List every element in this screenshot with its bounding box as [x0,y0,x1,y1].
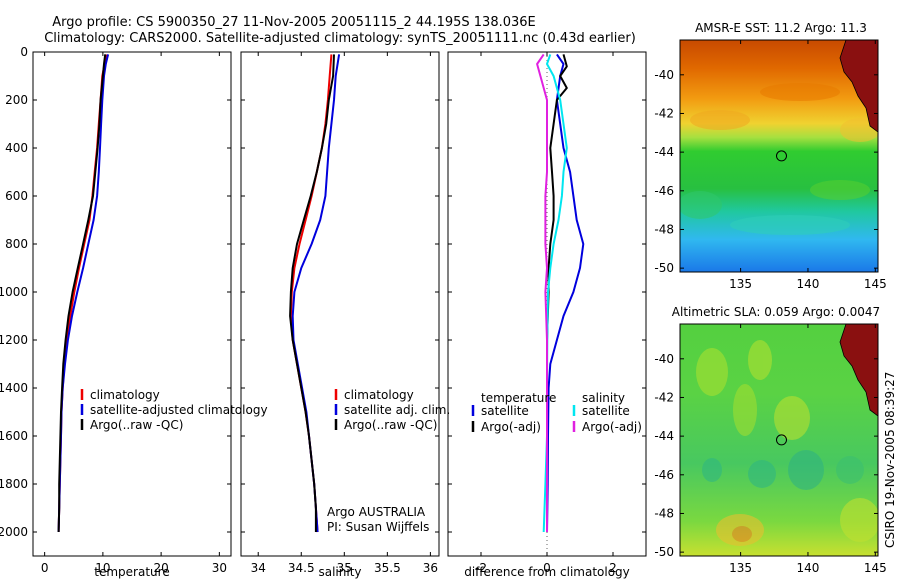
temperature-series-blue-line [57,54,110,533]
sst-map-frame [679,39,879,273]
depth-tick-label: 600 [5,189,28,203]
salinity-profile-panel: 34 34.5 35 35.5 36 salinity climatologysatelli… [240,51,450,579]
salinity-x-tick-label: 35 [337,561,352,575]
sla-lat-tick-label: -44 [654,429,674,443]
sst-map-title: AMSR-E SST: 11.2 Argo: 11.3 [695,21,867,35]
depth-tick-label: 1200 [0,333,28,347]
difference-legend-temperature-title: temperature [481,391,556,405]
sst-lat-tick-label: -42 [654,106,674,120]
sla-patches [696,340,878,546]
sst-lon-tick-label: 145 [864,277,887,291]
depth-tick-label: 2000 [0,525,28,539]
salinity-x-tick-label: 34 [251,561,266,575]
depth-tick-label: 400 [5,141,28,155]
sst-lat-tick-label: -48 [654,222,674,236]
salinity-axes-frame [240,51,440,557]
temperature-x-tick-label: 10 [95,561,110,575]
sst-profile-location-marker [776,150,787,162]
sla-map-ticks: 135 140 145 -40 -42 -44 -46 -48 -50 [654,324,887,575]
sla-lon-tick-label: 135 [729,561,752,575]
temperature-series-black-line [57,54,107,533]
sla-land-tasmania [839,324,878,417]
difference-x-tick-label: -2 [475,561,487,575]
sst-map-ticks: 135 140 145 -40 -42 -44 -46 -48 -50 [654,40,887,291]
sst-lon-tick-label: 140 [797,277,820,291]
salinity-x-tick-label: 34.5 [288,561,315,575]
depth-tick-label: 800 [5,237,28,251]
sst-lat-tick-label: -46 [654,184,674,198]
sst-land-tasmania [839,40,878,133]
salinity-legend-label: satellite adj. clim. [344,403,450,417]
depth-tick-label: 1800 [0,477,28,491]
temperature-x-tick-label: 30 [212,561,227,575]
sla-lat-tick-label: -40 [654,352,674,366]
sla-map-panel: Altimetric SLA: 0.059 Argo: 0.0047 135 14… [654,305,886,575]
sla-map-title: Altimetric SLA: 0.059 Argo: 0.0047 [672,305,880,319]
salinity-x-tick-label: 35.5 [374,561,401,575]
difference-x-tick-label: 0 [543,561,551,575]
salinity-series-blue-line [291,54,341,533]
depth-tick-label: 200 [5,93,28,107]
temperature-x-tick-label: 20 [153,561,168,575]
salinity-legend-label: Argo(..raw -QC) [344,418,437,432]
temperature-legend-label: Argo(..raw -QC) [90,418,183,432]
temperature-legend-label: satellite-adjusted climatology [90,403,268,417]
sla-lat-tick-label: -48 [654,506,674,520]
difference-x-axis-label: difference from climatology [464,565,630,579]
difference-series-magenta-line [536,53,548,532]
difference-legend-label: Argo(-adj) [582,420,642,434]
depth-tick-label: 1600 [0,429,28,443]
sst-lat-tick-label: -44 [654,145,674,159]
difference-x-tick-label: 2 [609,561,617,575]
temperature-x-tick-label: 0 [41,561,49,575]
difference-legend-label: Argo(-adj) [481,420,541,434]
salinity-x-axis-label: salinity [318,565,361,579]
temperature-legend-label: climatology [90,388,160,402]
sst-lat-tick-label: -40 [654,68,674,82]
temperature-profile-panel: 0 10 20 30 temperature 0 200 400 600 800 1000 1200 1… [0,45,268,579]
figure-title-line2: Climatology: CARS2000. Satellite-adjuste… [44,31,636,46]
sla-lon-tick-label: 145 [864,561,887,575]
salinity-series-black-line [289,54,335,532]
sst-lat-tick-label: -50 [654,261,674,275]
pi-label: PI: Susan Wijffels [327,520,429,534]
sla-lat-tick-label: -42 [654,390,674,404]
sla-lat-tick-label: -46 [654,468,674,482]
salinity-legend-label: climatology [344,388,414,402]
temperature-axes-frame [32,51,232,557]
difference-legend-label: satellite [481,404,529,418]
depth-tick-label: 1400 [0,381,28,395]
figure-title-line1: Argo profile: CS 5900350_27 11-Nov-2005 … [52,15,536,30]
sst-map-panel: AMSR-E SST: 11.2 Argo: 11.3 135 140 145 -40… [654,21,886,291]
sla-profile-location-marker [776,434,787,446]
sst-lon-tick-label: 135 [729,277,752,291]
salinity-x-tick-label: 36 [423,561,438,575]
agency-label: Argo AUSTRALIA [327,505,426,519]
depth-tick-label: 0 [20,45,28,59]
sla-lat-tick-label: -50 [654,545,674,559]
timestamp-side-label: CSIRO 19-Nov-2005 08:39:27 [883,372,897,548]
difference-legend-label: satellite [582,404,630,418]
depth-tick-label: 1000 [0,285,28,299]
difference-legend-salinity-title: salinity [582,391,625,405]
sst-patches [680,83,878,235]
sla-map-frame [679,323,879,557]
temperature-x-axis-label: temperature [94,565,169,579]
sla-lon-tick-label: 140 [797,561,820,575]
